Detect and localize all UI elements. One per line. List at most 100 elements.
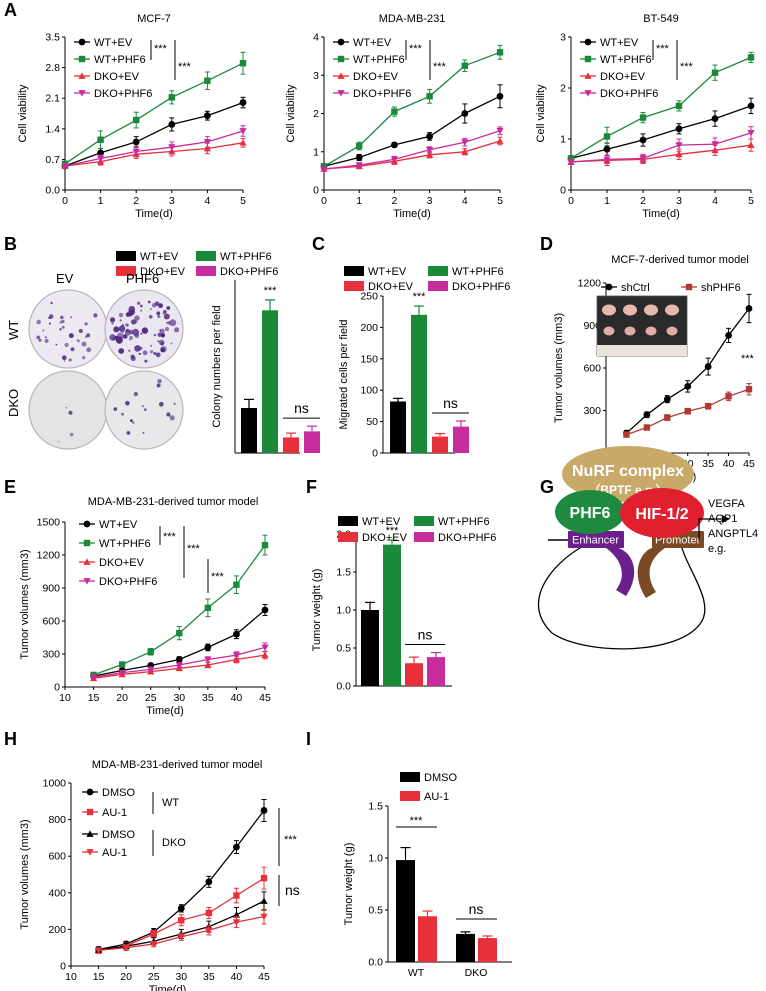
legend-label-wt-phf6: WT+PHF6 bbox=[99, 538, 151, 550]
series-line bbox=[323, 51, 501, 167]
colony-dot bbox=[121, 412, 124, 416]
data-point bbox=[745, 386, 753, 393]
data-point bbox=[496, 127, 504, 135]
colony-dot bbox=[59, 328, 62, 331]
y-axis-label: Migrated cells per field bbox=[338, 319, 350, 429]
data-point bbox=[204, 77, 211, 84]
tumor-shphf6 bbox=[603, 326, 615, 336]
legend-label-wt-phf6: WT+PHF6 bbox=[452, 266, 504, 278]
series-dko-ev bbox=[61, 137, 247, 169]
legend-swatch bbox=[338, 516, 358, 526]
data-point bbox=[232, 911, 241, 918]
legend-label-dko-phf6: DKO+PHF6 bbox=[452, 281, 510, 293]
y-tick-label: 2 bbox=[313, 108, 319, 120]
colony-dot bbox=[163, 310, 167, 314]
data-point bbox=[89, 674, 98, 681]
legend-label-dko-phf6: DKO+PHF6 bbox=[99, 576, 157, 588]
colony-dot bbox=[158, 401, 164, 407]
data-point bbox=[260, 897, 268, 904]
significance-label: *** bbox=[264, 285, 278, 297]
colony-dot bbox=[137, 301, 141, 305]
data-point bbox=[675, 142, 683, 149]
legend-label-dko-ev: DKO+EV bbox=[368, 281, 414, 293]
x-tick-label: 4 bbox=[462, 195, 468, 207]
data-point bbox=[461, 139, 469, 146]
colony-dot bbox=[133, 391, 138, 397]
data-point bbox=[643, 424, 651, 431]
data-point bbox=[97, 136, 104, 143]
data-point bbox=[168, 121, 176, 128]
x-tick-label: 2 bbox=[640, 195, 646, 207]
data-point bbox=[205, 878, 213, 886]
group-label-dko: DKO bbox=[162, 837, 186, 849]
data-point bbox=[603, 156, 611, 163]
colony-dot bbox=[113, 326, 120, 333]
colony-dot bbox=[140, 332, 143, 335]
data-point bbox=[261, 644, 269, 651]
data-point bbox=[426, 151, 434, 158]
target-gene-angptl4: ANGPTL4 bbox=[708, 528, 758, 540]
data-point bbox=[239, 139, 247, 146]
photo-col-label-ev: EV bbox=[56, 271, 74, 286]
data-point bbox=[132, 148, 140, 156]
data-point bbox=[232, 655, 241, 663]
data-point bbox=[426, 146, 434, 154]
colony-dot bbox=[166, 306, 171, 310]
legend-swatch bbox=[414, 532, 434, 542]
legend-label-wt-ev: WT+EV bbox=[600, 37, 639, 49]
significance-label: *** bbox=[656, 43, 670, 55]
colony-dot bbox=[116, 338, 122, 344]
y-tick-label: 2.1 bbox=[45, 93, 60, 105]
colony-dot bbox=[148, 315, 153, 319]
significance-label: *** bbox=[413, 291, 427, 303]
y-tick-label: 1 bbox=[313, 146, 319, 158]
legend-label-dko-phf6: DKO+PHF6 bbox=[353, 88, 411, 100]
colony-dot bbox=[78, 328, 83, 334]
colony-dot bbox=[70, 347, 75, 352]
legend-label-wt-ev: WT+EV bbox=[368, 266, 407, 278]
x-tick-label-wt: WT bbox=[408, 967, 425, 979]
y-tick-label: 600 bbox=[48, 851, 66, 863]
data-point bbox=[232, 652, 241, 659]
x-tick-label: 35 bbox=[203, 971, 215, 983]
chart-title: MDA-MB-231-derived tumor model bbox=[88, 496, 259, 508]
legend-label-shctrl: shCtrl bbox=[621, 282, 650, 294]
legend-swatch bbox=[428, 281, 448, 291]
nurf-complex-node bbox=[562, 446, 694, 502]
legend-label-dko-phf6: DKO+PHF6 bbox=[94, 88, 152, 100]
colony-dot bbox=[131, 319, 137, 325]
y-tick-label: 600 bbox=[42, 616, 60, 628]
colony-dot bbox=[86, 333, 91, 338]
legend-marker bbox=[584, 55, 592, 63]
data-point bbox=[320, 166, 328, 173]
x-tick-label: 1 bbox=[604, 195, 610, 207]
legend-label-dmso: DMSO bbox=[102, 829, 135, 841]
colony-dot bbox=[109, 317, 116, 323]
series-dko-phf6 bbox=[89, 642, 269, 681]
x-tick-label: 15 bbox=[93, 971, 105, 983]
x-tick-label: 5 bbox=[497, 195, 503, 207]
y-tick-label: 50 bbox=[366, 416, 378, 428]
data-point bbox=[204, 656, 212, 664]
x-tick-label: 0 bbox=[568, 195, 574, 207]
phf6-node-label: PHF6 bbox=[570, 505, 611, 522]
y-tick-label: 200 bbox=[48, 924, 66, 936]
y-tick-label: 400 bbox=[48, 887, 66, 899]
target-gene-eg: e.g. bbox=[708, 543, 726, 555]
photo-row-label-wt: WT bbox=[6, 320, 21, 340]
y-tick-label: 1.0 bbox=[368, 853, 383, 865]
x-tick-label: 3 bbox=[427, 195, 433, 207]
x-tick-label: 45 bbox=[259, 692, 271, 704]
bar-wt-ev bbox=[241, 408, 257, 453]
tumor-blobs bbox=[602, 304, 679, 336]
legend-label-dmso: DMSO bbox=[102, 787, 135, 799]
significance-label: *** bbox=[386, 525, 400, 537]
data-point bbox=[261, 541, 269, 549]
mechanism-diagram: Enhancer Promoter NuRF complex （BPTF e.g… bbox=[538, 446, 758, 650]
chart-title: MCF-7-derived tumor model bbox=[611, 254, 749, 266]
legend-label-dko-phf6: DKO+PHF6 bbox=[220, 266, 278, 278]
colony-dot bbox=[84, 322, 88, 326]
y-tick-label: 0.0 bbox=[45, 185, 60, 197]
colony-dot bbox=[112, 336, 117, 341]
